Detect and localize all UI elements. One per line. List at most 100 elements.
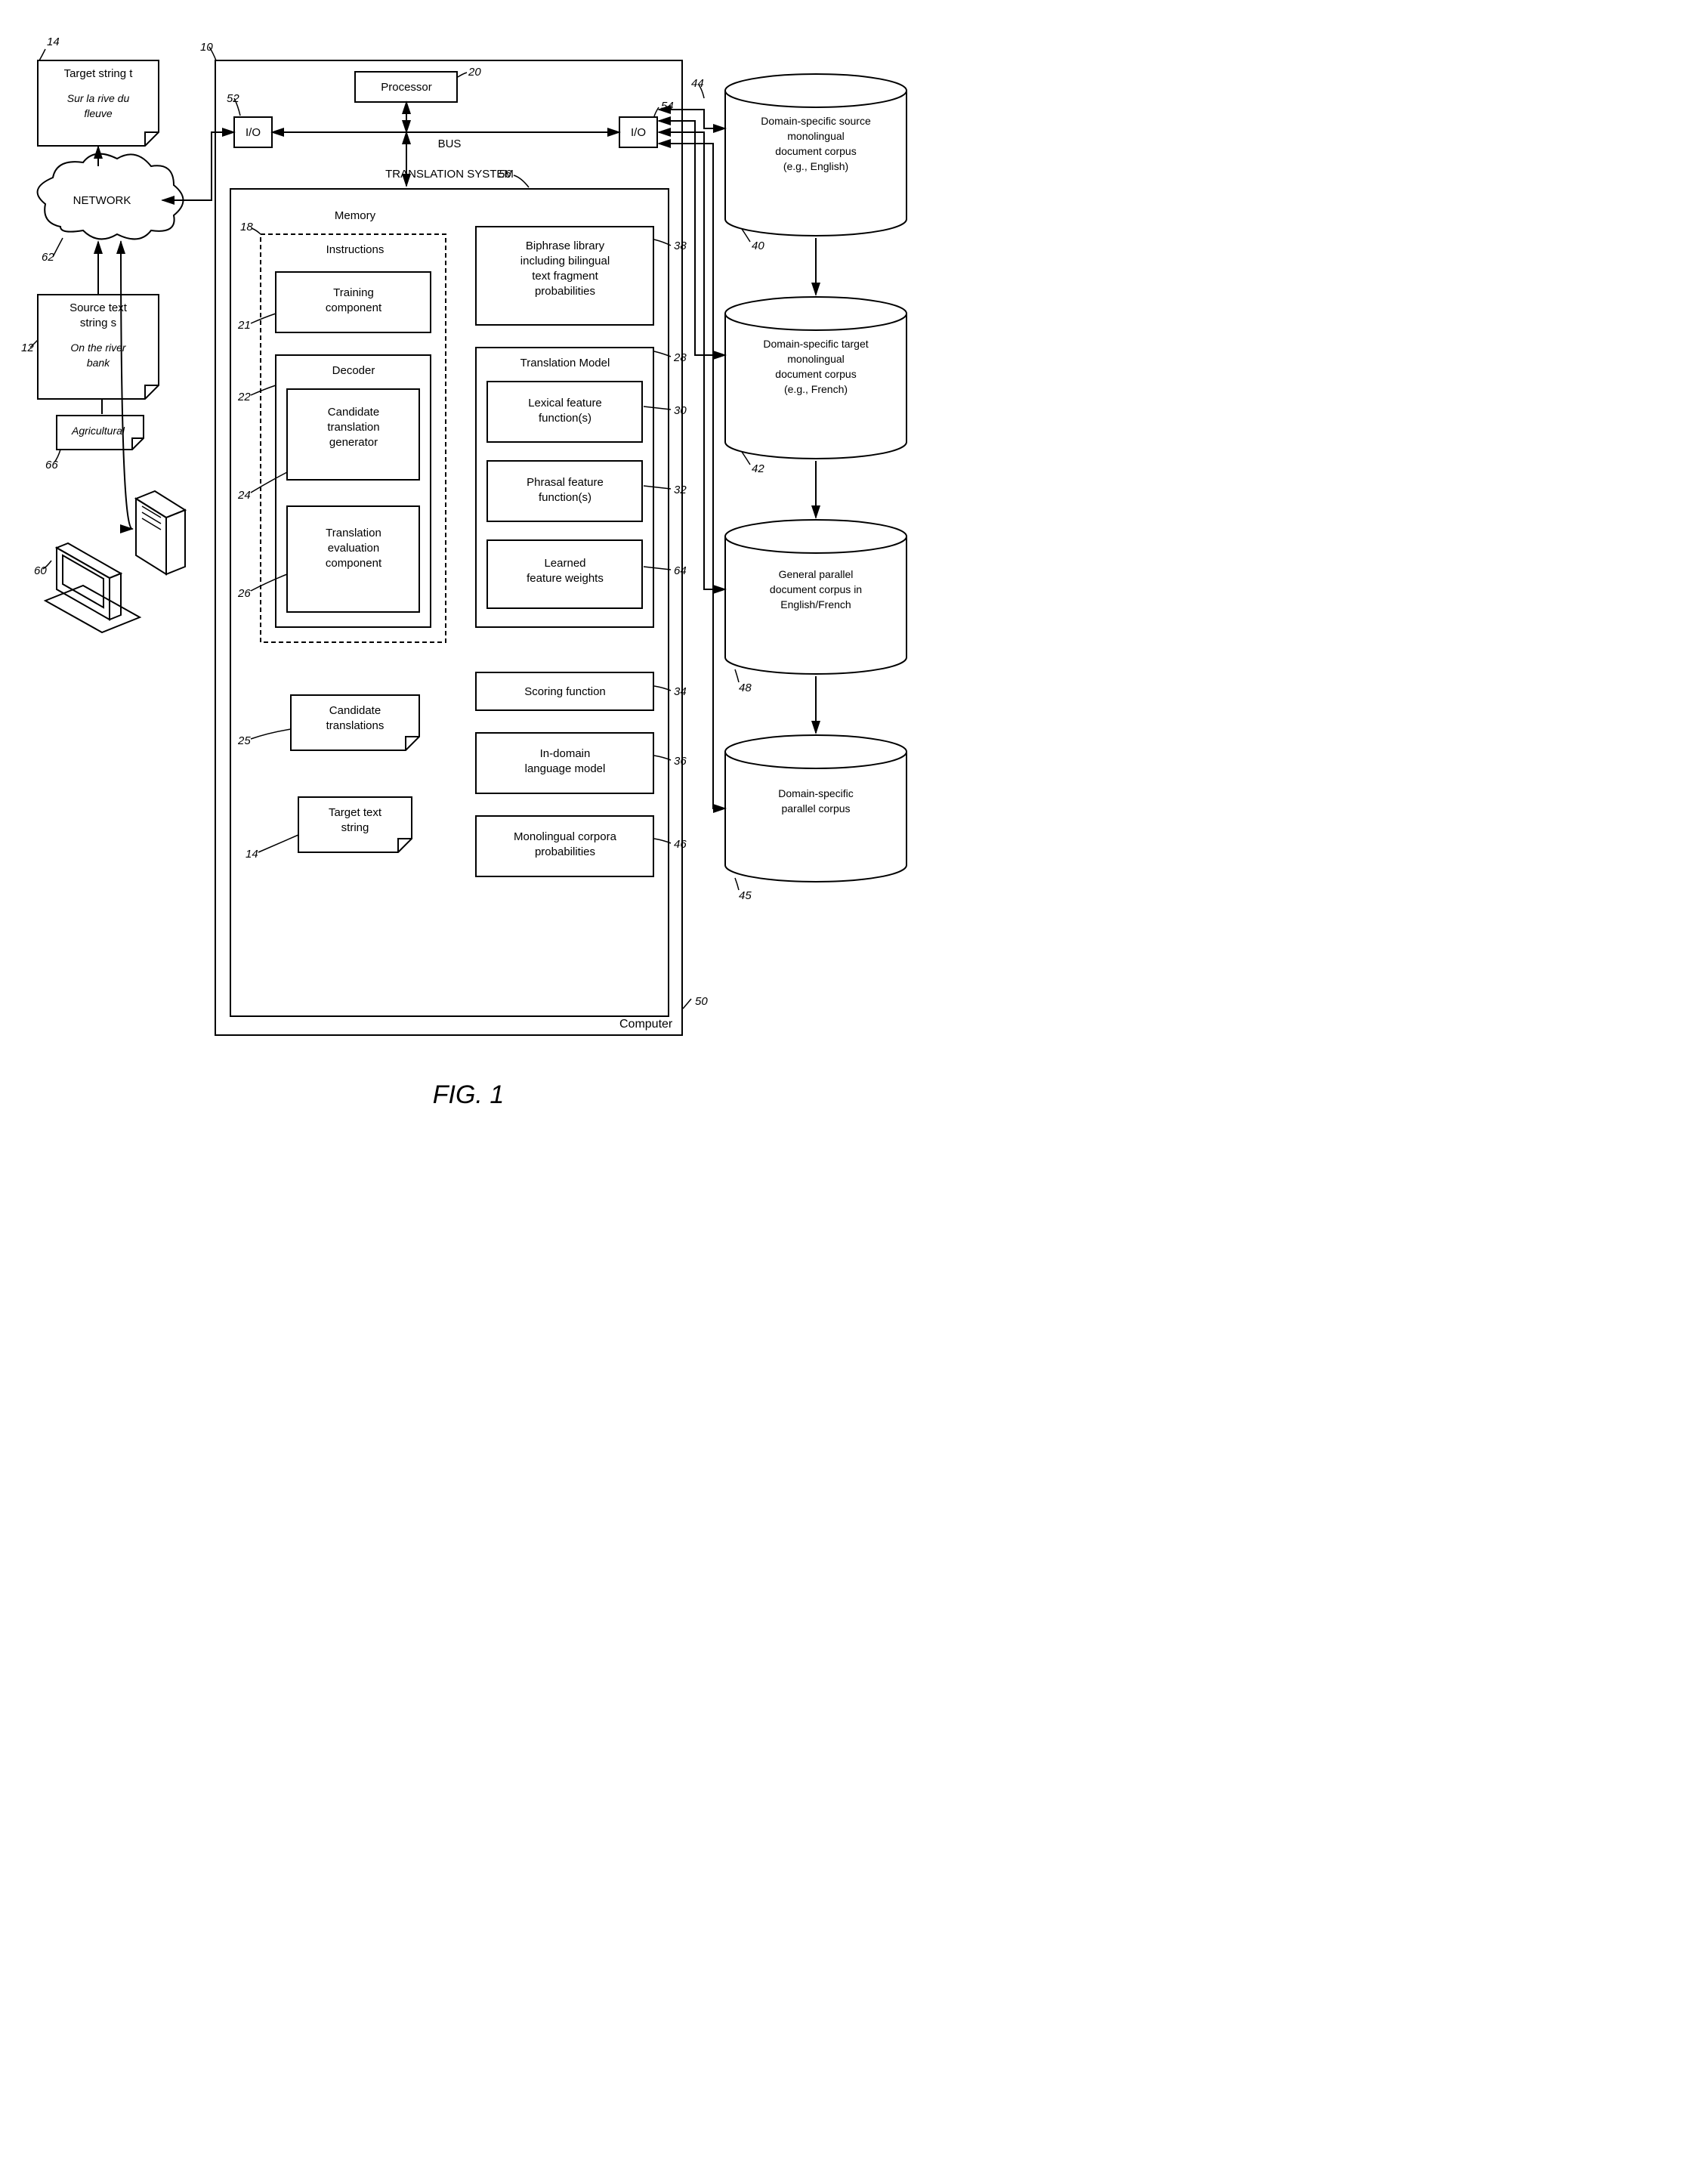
cyl4-l1: Domain-specific (778, 787, 854, 799)
target-text-string-card: Target text string (298, 797, 412, 852)
ref-14b: 14 (246, 848, 258, 861)
source-string-card: Source text string s On the river bank (38, 295, 159, 399)
ref-40: 40 (752, 240, 764, 252)
figure-1-diagram: Target string t Sur la rive du fleuve 14… (15, 15, 922, 1171)
translation-system-label: TRANSLATION SYSTEM (385, 168, 514, 181)
ref-12: 12 (21, 342, 34, 354)
cyl1-l1: Domain-specific source (761, 115, 871, 127)
indomain-l1: In-domain (540, 747, 591, 760)
ref-20: 20 (468, 66, 481, 79)
trans-eval-l1: Translation (326, 527, 381, 539)
training-l2: component (326, 301, 382, 314)
cyl1-l2: monolingual (787, 130, 845, 142)
cyl3-l2: document corpus in (770, 583, 862, 595)
target-string-title: Target string t (64, 67, 134, 80)
ref-56: 56 (499, 168, 511, 181)
agricultural-label: Agricultural (71, 425, 125, 437)
ref-14a: 14 (47, 36, 60, 48)
ref-26: 26 (237, 587, 251, 600)
cyl2-l2: monolingual (787, 353, 845, 365)
agricultural-card: Agricultural (57, 416, 144, 450)
cylinder-target-mono: Domain-specific target monolingual docum… (725, 297, 907, 459)
target-text-l2: string (341, 821, 369, 834)
ref-50: 50 (695, 995, 708, 1008)
cylinder-domain-parallel: Domain-specific parallel corpus (725, 735, 907, 882)
target-string-card: Target string t Sur la rive du fleuve (38, 60, 159, 146)
learned-l2: feature weights (527, 572, 604, 585)
ref-48: 48 (739, 682, 752, 694)
biphrase-l2: including bilingual (520, 255, 610, 267)
ref-10: 10 (200, 41, 213, 54)
computer-box (215, 60, 682, 1035)
ref-24: 24 (237, 489, 251, 502)
cyl2-l1: Domain-specific target (763, 338, 868, 350)
network-label: NETWORK (73, 194, 131, 207)
cyl1-l4: (e.g., English) (783, 160, 848, 172)
source-string-l3: On the river (70, 342, 126, 354)
ref-38: 38 (674, 240, 687, 252)
target-string-line1: Sur la rive du (67, 92, 130, 104)
ref-44: 44 (691, 77, 704, 90)
io-right-label: I/O (631, 126, 646, 139)
ref-45: 45 (739, 889, 752, 902)
target-string-line2: fleuve (84, 107, 113, 119)
cand-gen-l2: translation (327, 421, 379, 434)
biphrase-l3: text fragment (532, 270, 598, 283)
memory-label: Memory (335, 209, 376, 222)
ref-36: 36 (674, 755, 687, 768)
decoder-label: Decoder (332, 364, 375, 377)
cand-gen-l1: Candidate (328, 406, 379, 419)
ref-34: 34 (674, 685, 687, 698)
biphrase-l1: Biphrase library (526, 240, 605, 252)
source-string-l1: Source text (69, 301, 128, 314)
candidate-generator-box (287, 389, 419, 480)
client-computer-icon (45, 491, 185, 632)
trans-eval-l2: evaluation (328, 542, 379, 555)
cand-trans-l1: Candidate (329, 704, 381, 717)
computer-label: Computer (619, 1018, 673, 1031)
cand-gen-l3: generator (329, 436, 378, 449)
lexical-l2: function(s) (539, 412, 591, 425)
source-string-l2: string s (80, 317, 116, 329)
translation-system-box (230, 189, 669, 1016)
cand-trans-l2: translations (326, 719, 385, 732)
ref-66: 66 (45, 459, 58, 471)
ref-62: 62 (42, 251, 54, 264)
cyl4-l2: parallel corpus (781, 802, 850, 814)
decoder-box (276, 355, 431, 627)
phrasal-l2: function(s) (539, 491, 591, 504)
ref-54: 54 (661, 100, 674, 113)
ref-30: 30 (674, 404, 687, 417)
cyl1-l3: document corpus (775, 145, 856, 157)
ref-18: 18 (240, 221, 253, 233)
mono-l1: Monolingual corpora (514, 830, 617, 843)
source-string-l4: bank (87, 357, 110, 369)
ref-32: 32 (674, 484, 687, 496)
ref-46: 46 (674, 838, 687, 851)
ref-21: 21 (237, 319, 251, 332)
ref-28: 28 (673, 351, 687, 364)
ref-64: 64 (674, 564, 687, 577)
target-text-l1: Target text (329, 806, 382, 819)
io-left-label: I/O (246, 126, 261, 139)
ref-52: 52 (227, 92, 239, 105)
trans-eval-l3: component (326, 557, 382, 570)
scoring-label: Scoring function (524, 685, 606, 698)
learned-l1: Learned (544, 557, 585, 570)
instructions-label: Instructions (326, 243, 385, 256)
lexical-l1: Lexical feature (528, 397, 602, 410)
ref-60: 60 (34, 564, 47, 577)
ref-22: 22 (237, 391, 251, 403)
candidate-translations-card: Candidate translations (291, 695, 419, 750)
bus-label: BUS (438, 138, 462, 150)
processor-label: Processor (381, 81, 432, 94)
cyl3-l1: General parallel (779, 568, 854, 580)
cylinder-general-parallel: General parallel document corpus in Engl… (725, 520, 907, 674)
cyl3-l3: English/French (780, 598, 851, 610)
trans-model-label: Translation Model (520, 357, 610, 369)
phrasal-l1: Phrasal feature (527, 476, 604, 489)
training-l1: Training (333, 286, 374, 299)
network-cloud: NETWORK (38, 154, 184, 240)
indomain-l2: language model (525, 762, 606, 775)
cyl2-l4: (e.g., French) (784, 383, 848, 395)
